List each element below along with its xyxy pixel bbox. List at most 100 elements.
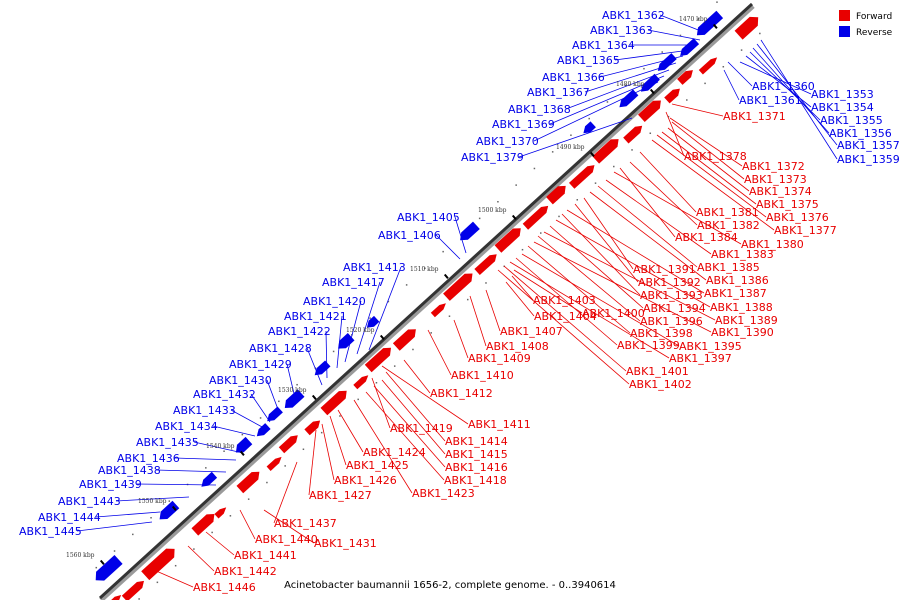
forward-gene-leader (521, 253, 680, 347)
track-dot (497, 200, 499, 203)
forward-gene-leader (353, 399, 413, 494)
track-dot (412, 348, 414, 351)
forward-gene-leader (515, 257, 618, 346)
forward-gene-label: ABK1_1392 (638, 276, 701, 289)
forward-gene-arrow (191, 514, 215, 536)
forward-gene-leader (533, 241, 712, 333)
reverse-gene-leader (599, 55, 684, 78)
reverse-gene-arrow (284, 389, 305, 408)
forward-gene-arrow (392, 329, 416, 351)
forward-gene-leader (513, 269, 583, 314)
reverse-gene-leader (435, 234, 461, 260)
track-dot (113, 550, 116, 552)
kbp-tick-mark (311, 394, 317, 400)
forward-gene-arrow (474, 254, 497, 275)
forward-gene-arrow (623, 125, 643, 144)
forward-gene-label: ABK1_1397 (669, 352, 732, 365)
kbp-tick-label: 1470 kbp (679, 16, 708, 23)
forward-gene-leader (629, 161, 698, 226)
kbp-tick-label: 1500 kbp (478, 207, 507, 214)
legend-forward-label: Forward (856, 12, 892, 22)
track-dot (521, 248, 524, 251)
forward-gene-arrow (121, 580, 144, 600)
track-dot (613, 165, 615, 168)
reverse-gene-label: ABK1_1405 (397, 211, 460, 224)
reverse-gene-label: ABK1_1433 (173, 404, 236, 417)
kbp-tick-label: 1530 kbp (278, 387, 307, 394)
kbp-ticks: 1470 kbp 1480 kbp 1490 kbp 1500 kbp 1510 kbp… (66, 16, 718, 565)
reverse-gene-label: ABK1_1368 (508, 103, 571, 116)
track-dot (558, 215, 560, 218)
kbp-tick-mark (649, 88, 655, 94)
forward-gene-leader (329, 415, 347, 466)
forward-gene-arrow (430, 303, 446, 318)
forward-gene-label: ABK1_1387 (704, 287, 767, 300)
track-dot (716, 1, 718, 3)
track-dot (375, 381, 378, 384)
reverse-gene-label: ABK1_1406 (378, 229, 441, 242)
forward-gene-label: ABK1_1410 (451, 369, 514, 382)
reverse-gene-label: ABK1_1432 (193, 388, 256, 401)
forward-gene-label: ABK1_1416 (445, 461, 508, 474)
reverse-gene-label: ABK1_1369 (492, 118, 555, 131)
forward-gene-label: ABK1_1412 (430, 387, 493, 400)
track-dot (278, 400, 280, 403)
forward-gene-leader (469, 295, 487, 347)
track-dot (551, 151, 554, 153)
forward-gene-leader (619, 167, 676, 238)
reverse-gene-label: ABK1_1439 (79, 478, 142, 491)
forward-gene-leader (639, 151, 697, 213)
forward-gene-label: ABK1_1424 (363, 446, 426, 459)
forward-gene-label: ABK1_1423 (412, 487, 475, 500)
track-dot (241, 433, 244, 436)
reverse-gene-leader (739, 61, 812, 95)
track-dot (393, 365, 396, 367)
reverse-gene-label: ABK1_1434 (155, 420, 218, 433)
reverse-gene-arrow (256, 423, 271, 437)
reverse-gene-label: ABK1_1436 (117, 452, 180, 465)
forward-gene-leader (597, 185, 698, 268)
forward-gene-leader (153, 569, 194, 588)
forward-gene-leader (403, 359, 431, 394)
forward-gene-leader (561, 213, 641, 296)
forward-gene-label: ABK1_1446 (193, 581, 256, 594)
forward-gene-arrow (304, 420, 321, 436)
kbp-tick-mark (99, 559, 105, 565)
reverse-gene-leader (723, 69, 740, 101)
backbone-line (98, 2, 754, 600)
reverse-gene-arrow (619, 89, 639, 108)
track-dot (576, 199, 579, 201)
track-dot (357, 398, 359, 401)
track-dot (387, 300, 390, 303)
track-dot (132, 533, 134, 536)
kbp-tick-mark (589, 151, 595, 157)
forward-gene-label: ABK1_1442 (214, 565, 277, 578)
forward-gene-label: ABK1_1376 (766, 211, 829, 224)
kbp-tick-label: 1510 kbp (410, 266, 439, 273)
forward-gene-label: ABK1_1373 (744, 173, 807, 186)
track-dot (485, 282, 487, 284)
forward-gene-arrow (353, 375, 369, 390)
backbone-shadow (99, 4, 755, 600)
reverse-gene-leader (155, 469, 227, 473)
legend-reverse-label: Reverse (856, 28, 893, 38)
kbp-tick-mark (443, 273, 449, 279)
forward-gene-arrow (592, 139, 619, 164)
forward-gene-leader (527, 245, 631, 334)
forward-gene-leader (566, 209, 705, 294)
forward-gene-leader (656, 134, 767, 218)
forward-gene-label: ABK1_1409 (468, 352, 531, 365)
track-dot (296, 383, 298, 386)
track-dot (259, 417, 262, 419)
kbp-tick-mark (239, 450, 245, 456)
forward-gene-leader (583, 197, 634, 270)
track-dot (247, 498, 250, 500)
forward-gene-label: ABK1_1389 (715, 314, 778, 327)
forward-gene-label: ABK1_1402 (629, 378, 692, 391)
reverse-gene-leader (727, 61, 753, 87)
track-dot (284, 465, 286, 467)
reverse-gene-leader (325, 330, 328, 379)
forward-gene-label: ABK1_1411 (468, 418, 531, 431)
reverse-gene-label: ABK1_1438 (98, 464, 161, 477)
reverse-gene-label: ABK1_1430 (209, 374, 272, 387)
